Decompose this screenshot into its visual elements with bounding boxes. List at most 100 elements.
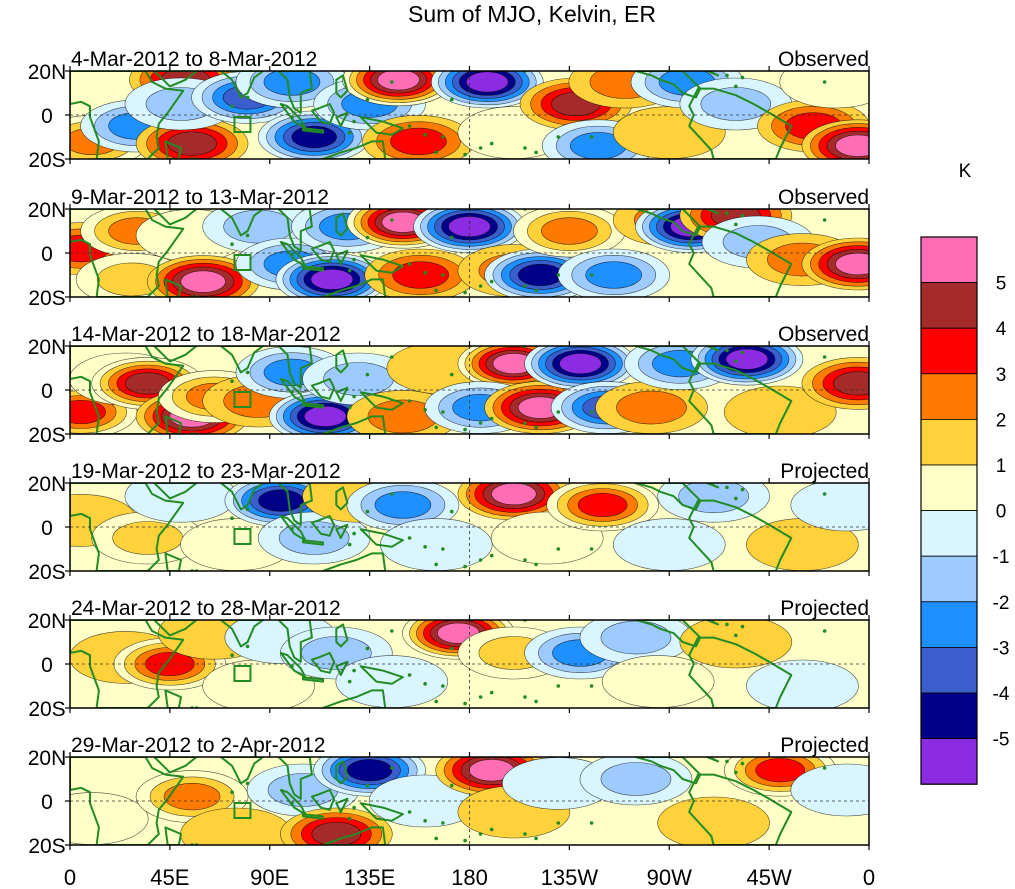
contour-band [167,131,217,156]
island-dot [740,761,745,766]
coastline [335,349,349,374]
island-dot [523,558,527,562]
contour-band [291,125,337,149]
island-dot [407,399,412,403]
y-tick-label: 0 [41,105,53,128]
island-dot [534,288,538,293]
x-tick-label: 45E [150,865,189,889]
island-dot [441,547,445,551]
contour-band [835,134,869,157]
panel-status-label: Projected [780,597,869,620]
coastline [302,402,324,409]
coastline [706,71,720,77]
anomaly-blob [612,518,726,571]
colorbar-swatch [920,236,978,283]
island-dot [390,218,394,222]
coastline [153,757,198,774]
coastline [153,71,198,88]
contour-band [833,371,869,396]
anomaly-blob [413,209,526,253]
coastline [706,209,720,215]
coastline [322,278,387,297]
coastline [706,346,720,352]
panel-period-label: 19-Mar-2012 to 23-Mar-2012 [71,460,341,483]
colorbar-swatch [920,738,978,785]
reference-box [233,528,252,545]
coastline [164,552,182,571]
contour-band [616,390,687,425]
coastline [310,378,336,400]
colorbar-tick-label: -5 [993,730,1010,751]
y-tick-label: 20N [28,473,67,496]
island-dot [352,531,356,536]
island-dot [534,562,538,567]
colorbar-swatch [920,373,978,420]
contour-band [723,385,837,434]
coastline [706,757,720,763]
map-panel: 20N 0 20S 4-Mar-2012 to 8-Mar-2012 Observed [28,48,870,172]
island-dot [423,545,427,549]
coastline [310,515,336,537]
y-tick-label: 0 [41,380,53,403]
island-dot [463,152,467,157]
figure-title: Sum of MJO, Kelvin, ER [408,1,656,27]
island-dot [589,821,594,825]
panel-status-label: Projected [780,734,869,757]
island-dot [725,211,729,216]
coastline [277,757,313,800]
coastline [302,676,324,683]
map-panel: 20N 0 20S 24-Mar-2012 to 28-Mar-2012 Project… [28,597,870,721]
island-dot [434,425,439,430]
island-dot [441,410,445,414]
island-dot [352,119,356,124]
coastline [219,483,265,511]
island-dot [556,684,561,688]
map-panel: 20N 0 20S 9-Mar-2012 to 13-Mar-2012 Observed [28,186,870,310]
contour-band [600,762,672,796]
island-dot [407,673,412,677]
island-dot [534,699,538,704]
colorbar-tick-label: 1 [996,456,1007,477]
island-dot [441,273,445,277]
contour-band [657,796,770,845]
contour-band [263,71,321,96]
panel-status-label: Observed [778,186,869,209]
coastline [359,391,404,411]
island-dot [822,218,827,222]
island-dot [449,372,454,377]
contour-band [465,71,509,93]
anomaly-blob [280,807,393,845]
anomaly-blob [579,757,693,806]
map-panel: 20N 0 20S 29-Mar-2012 to 2-Apr-2012 Projecte… [28,734,870,858]
x-tick-label: 90E [250,865,289,889]
island-dot [734,770,738,775]
x-tick-label: 180 [451,865,488,889]
island-dot [230,790,234,794]
contour-band [346,759,393,782]
island-dot [441,684,445,688]
reference-box [233,116,252,133]
island-dot [423,819,427,823]
island-dot [390,355,394,359]
colorbar-swatch [920,647,978,694]
island-dot [245,233,250,238]
anomaly-blob [779,71,869,109]
island-dot [441,135,445,139]
reference-box [233,665,252,682]
island-dot [365,235,370,240]
coastline [335,249,349,265]
contour-band [335,655,449,708]
colorbar-swatch [920,327,978,375]
island-dot [822,80,827,84]
island-dot [365,97,370,102]
island-dot [365,783,370,788]
anomaly-blob [557,248,671,297]
coastline [688,362,793,434]
island-dot [423,271,427,275]
island-dot [230,104,234,108]
coastline [688,87,793,159]
continent-outlines [70,346,827,434]
island-dot [423,133,427,137]
coastline [688,225,793,297]
anomaly-blob [342,71,455,107]
